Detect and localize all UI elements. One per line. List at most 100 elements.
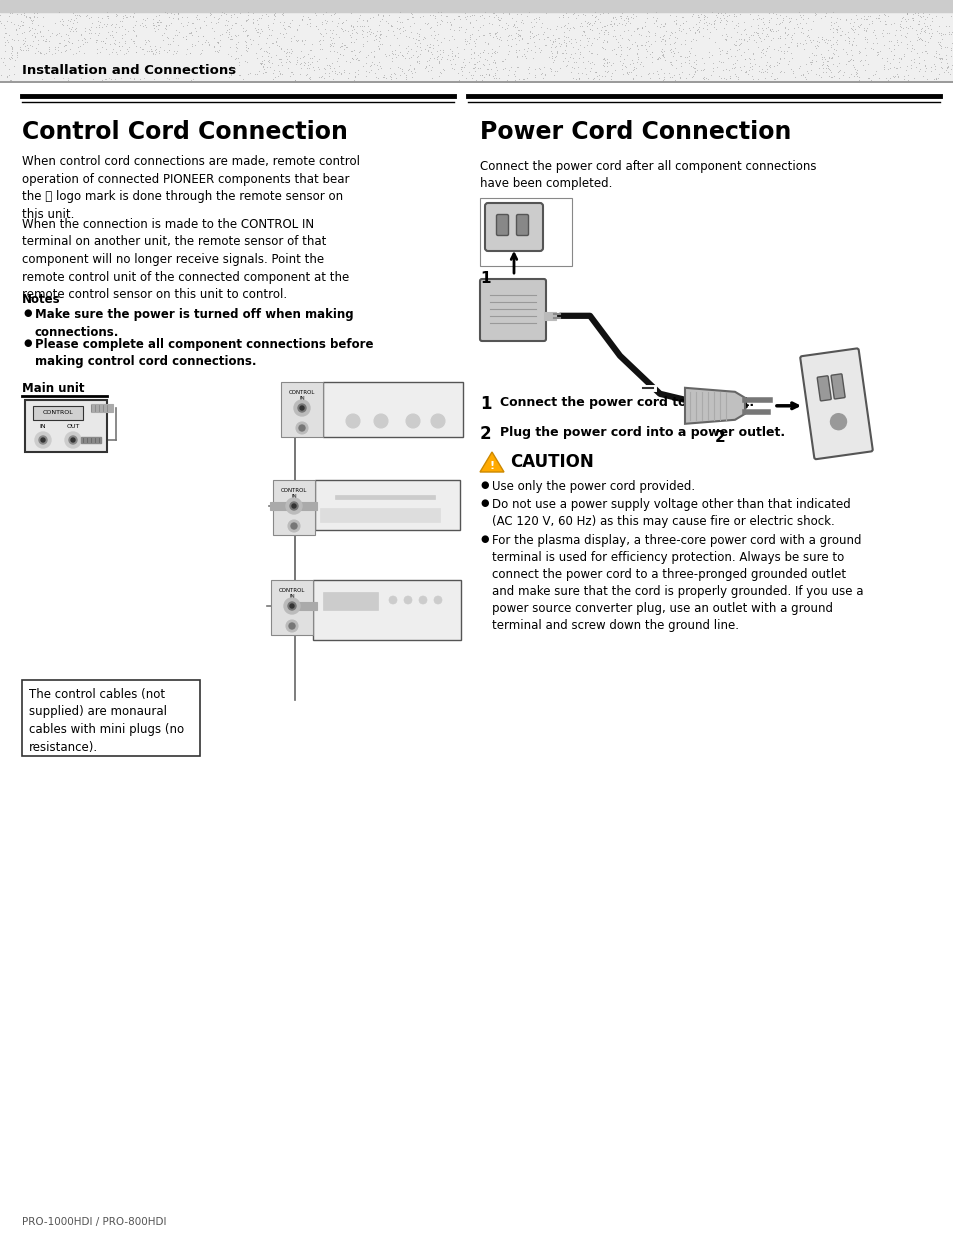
Point (577, 22, 592, 42)
Point (403, 2, 418, 22)
Point (766, 40, 781, 59)
Point (623, 62, 639, 82)
Point (752, 47, 767, 67)
Point (387, 64, 402, 84)
Point (494, 51, 509, 70)
Point (629, 52, 644, 72)
Point (306, 47, 321, 67)
Point (101, 7, 116, 27)
Point (324, 61, 339, 80)
Point (419, 61, 435, 80)
Point (930, 32, 945, 52)
Point (801, 27, 816, 47)
Point (907, 58, 923, 78)
Point (787, 9, 802, 28)
Point (135, 16, 151, 36)
Point (61, 59, 76, 79)
Point (270, 28, 285, 48)
Point (16, 33, 31, 53)
Point (484, 43, 499, 63)
Point (4, 48, 19, 68)
Point (828, 30, 843, 49)
Point (858, 9, 873, 28)
Point (149, 40, 164, 59)
Point (510, 20, 525, 40)
Point (355, 36, 370, 56)
Point (112, 41, 128, 61)
Point (565, 68, 580, 88)
Point (314, 40, 330, 59)
Point (27, 6, 42, 26)
Point (713, 10, 728, 30)
Point (709, 4, 724, 23)
Point (284, 41, 299, 61)
Point (194, 41, 210, 61)
Point (914, 30, 929, 49)
Point (42, 48, 57, 68)
Point (488, 57, 503, 77)
Point (227, 59, 242, 79)
Point (838, 42, 853, 62)
Point (65, 46, 80, 65)
Text: 2: 2 (714, 430, 724, 445)
Point (899, 4, 914, 23)
Point (141, 59, 156, 79)
Point (218, 5, 233, 25)
Point (349, 16, 364, 36)
Point (683, 56, 699, 75)
Point (776, 22, 791, 42)
Point (583, 58, 598, 78)
Point (902, 51, 918, 70)
Point (549, 42, 564, 62)
Point (92, 42, 108, 62)
Point (201, 33, 216, 53)
Point (14, 23, 30, 43)
Point (77, 21, 92, 41)
Point (347, 67, 362, 86)
Point (755, 20, 770, 40)
Point (744, 9, 760, 28)
Point (777, 17, 792, 37)
Point (29, 38, 44, 58)
Point (558, 27, 573, 47)
Point (28, 62, 43, 82)
Point (721, 68, 737, 88)
Point (103, 69, 118, 89)
Point (99, 51, 114, 70)
Point (326, 28, 341, 48)
Point (898, 2, 913, 22)
Point (202, 46, 217, 65)
Point (232, 52, 247, 72)
Point (686, 52, 701, 72)
Point (724, 11, 740, 31)
Point (25, 17, 40, 37)
Point (528, 9, 543, 28)
Point (755, 43, 770, 63)
Point (582, 20, 598, 40)
Point (867, 61, 882, 80)
Point (228, 42, 243, 62)
Point (572, 16, 587, 36)
Point (60, 58, 75, 78)
Point (127, 21, 142, 41)
Point (20, 38, 35, 58)
Point (74, 59, 90, 79)
Point (536, 68, 551, 88)
Point (807, 64, 822, 84)
Point (269, 35, 284, 54)
Point (814, 63, 829, 83)
Point (258, 5, 274, 25)
Point (443, 42, 458, 62)
Point (910, 5, 925, 25)
Point (930, 64, 945, 84)
Point (564, 58, 579, 78)
Point (57, 62, 72, 82)
Point (186, 53, 201, 73)
Point (706, 17, 721, 37)
Point (877, 5, 892, 25)
Point (899, 23, 914, 43)
Point (169, 67, 184, 86)
Point (604, 7, 619, 27)
Point (900, 9, 915, 28)
Point (65, 33, 80, 53)
